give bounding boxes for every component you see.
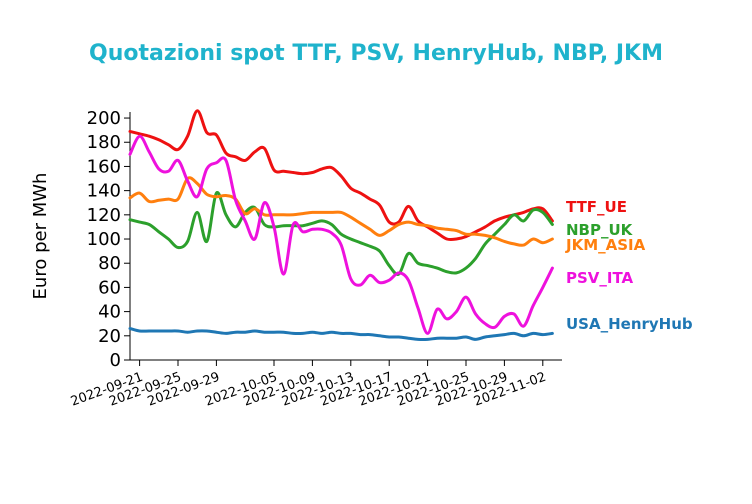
- chart-title: Quotazioni spot TTF, PSV, HenryHub, NBP,…: [89, 41, 663, 66]
- series-line-psv_ita: [128, 134, 554, 335]
- y-tick-label: 20: [98, 326, 121, 347]
- y-tick-label: 80: [98, 253, 121, 274]
- y-tick-label: 200: [87, 108, 121, 129]
- series-line-ttf_ue: [128, 109, 554, 242]
- y-tick-label: 100: [87, 229, 121, 250]
- y-tick-label: 120: [87, 205, 121, 226]
- y-tick-label: 180: [87, 132, 121, 153]
- series-line-usa_henryhub: [128, 327, 554, 342]
- y-tick-label: 160: [87, 156, 121, 177]
- series-line-nbp_uk: [128, 191, 554, 276]
- axes: 0204060801001201401601802002022-09-21202…: [69, 108, 562, 410]
- series-label-psv_ita: PSV_ITA: [566, 269, 634, 287]
- plot-lines: [128, 109, 554, 342]
- series-label-ttf_ue: TTF_UE: [566, 198, 627, 216]
- y-tick-label: 60: [98, 277, 121, 298]
- series-label-jkm_asia: JKM_ASIA: [565, 236, 646, 254]
- series-label-nbp_uk: NBP_UK: [566, 221, 634, 239]
- y-tick-label: 40: [98, 302, 121, 323]
- y-tick-label: 0: [110, 350, 121, 371]
- y-axis-label: Euro per MWh: [30, 173, 51, 300]
- y-tick-label: 140: [87, 181, 121, 202]
- series-label-usa_henryhub: USA_HenryHub: [566, 315, 693, 333]
